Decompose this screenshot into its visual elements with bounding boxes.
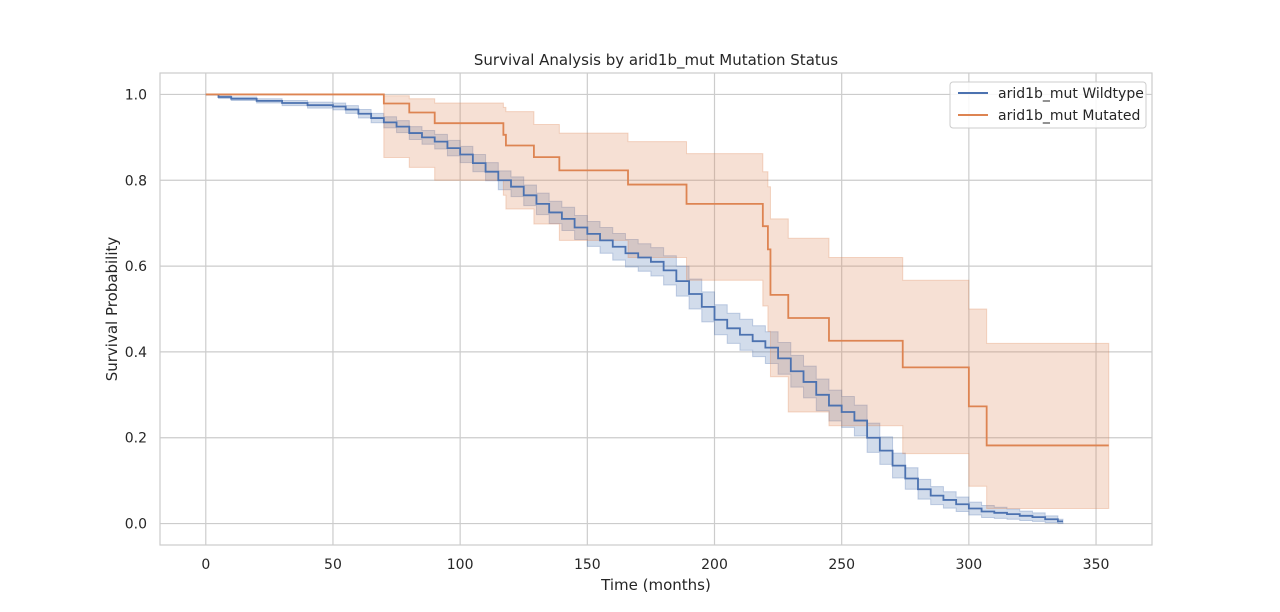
confidence-bands bbox=[205, 93, 1110, 525]
survival-curves bbox=[205, 93, 1109, 523]
survival-line-1 bbox=[205, 93, 1109, 447]
x-tick-label: 200 bbox=[701, 557, 728, 573]
y-tick-label: 0.4 bbox=[125, 345, 147, 361]
y-tick-label: 0.8 bbox=[125, 173, 147, 189]
y-axis-label: Survival Probability bbox=[103, 237, 121, 382]
x-tick-label: 250 bbox=[828, 557, 855, 573]
survival-line-0 bbox=[205, 93, 1063, 523]
x-tick-label: 0 bbox=[201, 557, 210, 573]
x-tick-label: 300 bbox=[955, 557, 982, 573]
legend-label-wildtype: arid1b_mut Wildtype bbox=[998, 86, 1144, 102]
y-tick-labels: 0.0 0.2 0.4 0.6 0.8 1.0 bbox=[125, 87, 147, 532]
legend-box bbox=[949, 81, 1147, 129]
x-tick-label: 100 bbox=[447, 557, 474, 573]
y-tick-label: 0.6 bbox=[125, 259, 147, 275]
x-tick-label: 150 bbox=[574, 557, 601, 573]
x-tick-label: 50 bbox=[324, 557, 342, 573]
legend-label-mutated: arid1b_mut Mutated bbox=[998, 108, 1140, 124]
x-axis-label: Time (months) bbox=[600, 576, 711, 594]
chart-title: Survival Analysis by arid1b_mut Mutation… bbox=[474, 51, 838, 70]
legend: arid1b_mut Wildtype arid1b_mut Mutated bbox=[949, 81, 1147, 129]
y-tick-label: 0.2 bbox=[125, 431, 147, 447]
y-tick-label: 1.0 bbox=[125, 87, 147, 103]
confidence-band-1 bbox=[205, 93, 1110, 510]
plot-frame bbox=[159, 72, 1153, 546]
x-tick-label: 350 bbox=[1083, 557, 1110, 573]
y-tick-label: 0.0 bbox=[125, 517, 147, 533]
x-tick-labels: 0 50 100 150 200 250 300 350 bbox=[201, 557, 1109, 573]
